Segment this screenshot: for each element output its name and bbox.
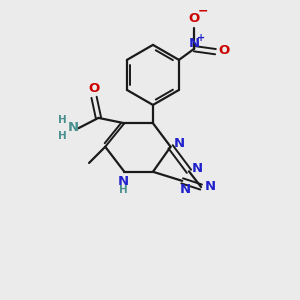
- Text: N: N: [180, 183, 191, 196]
- Text: N: N: [189, 37, 200, 50]
- Text: H: H: [58, 131, 67, 141]
- Text: +: +: [197, 32, 205, 43]
- Text: O: O: [189, 12, 200, 25]
- Text: H: H: [119, 185, 128, 195]
- Text: N: N: [173, 137, 184, 150]
- Text: N: N: [205, 180, 216, 193]
- Text: N: N: [68, 121, 79, 134]
- Text: O: O: [219, 44, 230, 57]
- Text: H: H: [58, 115, 67, 125]
- Text: −: −: [198, 5, 208, 18]
- Text: N: N: [118, 175, 129, 188]
- Text: N: N: [192, 162, 203, 175]
- Text: O: O: [88, 82, 100, 95]
